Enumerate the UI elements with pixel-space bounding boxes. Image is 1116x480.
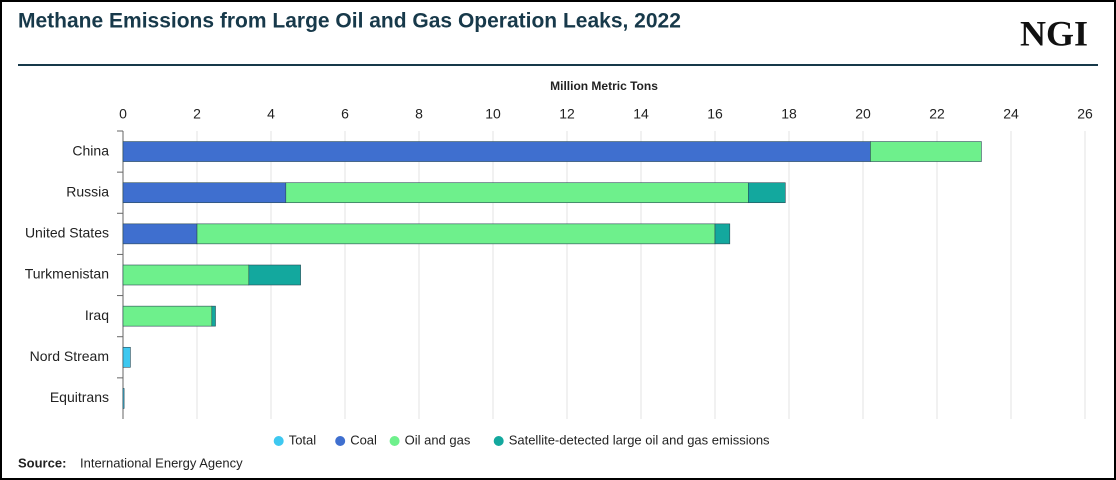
y-tick-label: China (72, 142, 109, 158)
y-tick-label: United States (25, 225, 109, 241)
source-label: Source: (18, 455, 66, 470)
x-tick-label: 20 (855, 106, 871, 122)
bar-segment (248, 264, 301, 286)
y-tick-label: Iraq (85, 307, 109, 323)
x-tick-label: 18 (781, 106, 797, 122)
logo: NGI (1020, 13, 1088, 53)
bar-segment (747, 182, 786, 204)
bar-segment (211, 305, 216, 327)
x-tick-label: 26 (1077, 106, 1093, 122)
legend-label: Total (289, 432, 317, 447)
bar-segment (122, 305, 213, 327)
y-tick-label: Turkmenistan (25, 266, 109, 282)
legend-label: Coal (350, 432, 377, 447)
bar-segment (122, 182, 287, 204)
bar-segment (122, 388, 125, 409)
y-tick-label: Nord Stream (30, 348, 109, 364)
bar-segment (122, 346, 131, 368)
x-tick-label: 8 (415, 106, 423, 122)
x-tick-label: 24 (1003, 106, 1019, 122)
chart-title: Methane Emissions from Large Oil and Gas… (18, 10, 681, 33)
legend-marker (335, 436, 346, 446)
bar-segment (285, 182, 749, 204)
axis-label: Million Metric Tons (550, 79, 658, 93)
x-tick-label: 6 (341, 106, 349, 122)
x-tick-label: 2 (193, 106, 201, 122)
bar-segment (870, 141, 982, 162)
legend-marker (273, 436, 284, 446)
x-tick-label: 16 (707, 106, 723, 122)
bar-segment (122, 223, 198, 245)
legend-label: Satellite-detected large oil and gas emi… (509, 432, 770, 447)
bar-segment (122, 141, 871, 162)
bar-segment (714, 223, 731, 245)
y-tick-label: Russia (66, 183, 109, 199)
x-tick-label: 12 (559, 106, 575, 122)
x-tick-label: 0 (119, 106, 127, 122)
y-tick-label: Equitrans (50, 389, 109, 405)
x-tick-label: 10 (485, 106, 501, 122)
legend-label: Oil and gas (405, 432, 471, 447)
x-tick-label: 14 (633, 106, 649, 122)
legend-marker (389, 436, 400, 446)
bar-segment (122, 264, 250, 286)
legend-marker (493, 436, 504, 446)
source: International Energy Agency (80, 455, 243, 470)
bar-segment (196, 223, 716, 245)
x-tick-label: 22 (929, 106, 945, 122)
x-tick-label: 4 (267, 106, 275, 122)
